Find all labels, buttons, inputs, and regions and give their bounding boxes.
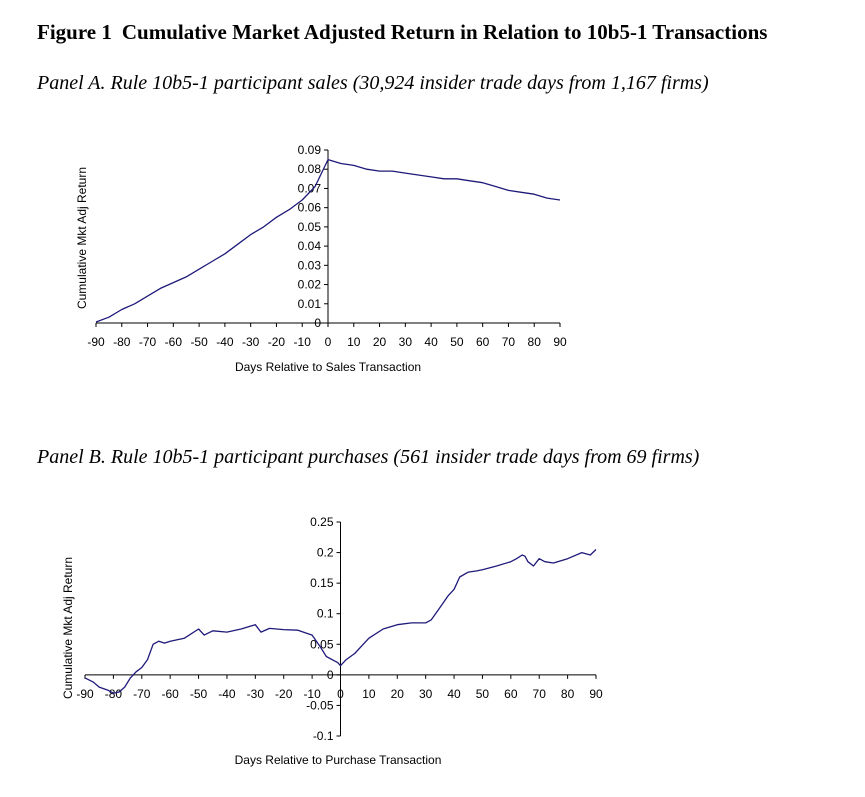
panel-a-y-tick-label: 0.04 bbox=[298, 239, 322, 253]
panel-a-x-tick-label: -10 bbox=[294, 335, 312, 349]
panel-a-x-tick-label: 40 bbox=[424, 335, 438, 349]
panel-a-x-tick-label: 80 bbox=[528, 335, 542, 349]
panel-a-x-tick-label: -40 bbox=[216, 335, 234, 349]
panel-b-x-tick-label: 40 bbox=[447, 687, 461, 701]
panel-b-x-tick-label: 80 bbox=[561, 687, 575, 701]
panel-a-y-tick-label: 0.01 bbox=[298, 297, 322, 311]
panel-b-x-tick-label: -90 bbox=[76, 687, 94, 701]
panel-a-x-tick-label: -70 bbox=[139, 335, 157, 349]
panel-a-x-tick-label: -60 bbox=[165, 335, 183, 349]
panel-a-x-tick-label: 10 bbox=[347, 335, 361, 349]
panel-b-x-tick-label: -70 bbox=[133, 687, 151, 701]
panel-a-x-tick-label: 70 bbox=[502, 335, 516, 349]
panel-b-y-tick-label: 0.1 bbox=[317, 607, 334, 621]
panel-b-x-tick-label: 10 bbox=[362, 687, 376, 701]
panel-b-x-tick-label: -60 bbox=[161, 687, 179, 701]
panel-b-y-tick-label: 0.15 bbox=[310, 576, 334, 590]
panel-b-x-tick-label: 90 bbox=[589, 687, 603, 701]
panel-a-x-tick-label: -90 bbox=[87, 335, 105, 349]
panel-a-x-tick-label: 50 bbox=[450, 335, 464, 349]
panel-b-y-tick-label: 0.2 bbox=[317, 546, 334, 560]
panel-b-x-tick-label: 70 bbox=[533, 687, 547, 701]
panel-b-x-tick-label: -20 bbox=[275, 687, 293, 701]
panel-b-x-tick-label: 30 bbox=[419, 687, 433, 701]
panel-b-title: Panel B. Rule 10b5-1 participant purchas… bbox=[37, 446, 700, 468]
panel-a-x-tick-label: 0 bbox=[325, 335, 332, 349]
panel-a-y-axis-title: Cumulative Mkt Adj Return bbox=[75, 167, 89, 309]
panel-a-y-tick-label: 0.06 bbox=[298, 201, 322, 215]
panel-a-x-tick-label: -80 bbox=[113, 335, 131, 349]
figure-title-text: Cumulative Market Adjusted Return in Rel… bbox=[121, 20, 768, 44]
panel-b-x-tick-label: -30 bbox=[247, 687, 265, 701]
panel-b-x-tick-label: 0 bbox=[337, 687, 344, 701]
panel-a-x-tick-label: 20 bbox=[373, 335, 387, 349]
panel-b-x-axis-title: Days Relative to Purchase Transaction bbox=[235, 753, 442, 767]
panel-a-x-tick-label: 60 bbox=[476, 335, 490, 349]
panel-b-x-tick-label: 50 bbox=[476, 687, 490, 701]
panel-b-x-tick-label: 60 bbox=[504, 687, 518, 701]
panel-b-x-tick-label: -80 bbox=[105, 687, 123, 701]
panel-a-y-tick-label: 0.05 bbox=[298, 220, 322, 234]
figure-title: Figure 1 Cumulative Market Adjusted Retur… bbox=[37, 20, 767, 45]
panel-a-x-tick-label: 30 bbox=[399, 335, 413, 349]
panel-a-title: Panel A. Rule 10b5-1 participant sales (… bbox=[37, 72, 709, 94]
panel-a-x-axis-title: Days Relative to Sales Transaction bbox=[235, 360, 421, 374]
panel-a-x-tick-label: -20 bbox=[268, 335, 286, 349]
panel-a-y-tick-label: 0.02 bbox=[298, 278, 322, 292]
panel-b-series-line bbox=[84, 549, 597, 694]
panel-a-x-tick-label: -30 bbox=[242, 335, 260, 349]
panel-b-x-tick-label: -10 bbox=[303, 687, 321, 701]
panel-b-x-tick-label: -50 bbox=[190, 687, 208, 701]
panel-a-y-tick-label: 0.03 bbox=[298, 258, 322, 272]
panel-b-x-tick-label: 20 bbox=[391, 687, 405, 701]
panel-b-y-tick-label: 0.25 bbox=[310, 515, 334, 529]
figure-number: Figure 1 bbox=[37, 20, 112, 44]
panel-b-y-axis-title: Cumulative Mkt Adj Return bbox=[61, 557, 75, 699]
panel-a-y-tick-label: 0.07 bbox=[298, 181, 322, 195]
panel-b-y-tick-label: -0.1 bbox=[313, 729, 334, 743]
panel-b-y-tick-label: -0.05 bbox=[306, 698, 334, 712]
panel-a-x-tick-label: -50 bbox=[190, 335, 208, 349]
panel-a-y-tick-label: 0.09 bbox=[298, 143, 322, 157]
panel-b-y-tick-label: 0 bbox=[327, 668, 334, 682]
panel-a-y-tick-label: 0.08 bbox=[298, 162, 322, 176]
panel-a-y-tick-label: 0 bbox=[314, 316, 321, 330]
panel-a-series-line bbox=[95, 158, 561, 323]
panel-a-chart: 0 0.01 0.02 0.03 0.04 0.05 0.06 0.07 0.08 0.09 -90… bbox=[75, 143, 567, 374]
panel-b-x-tick-label: -40 bbox=[218, 687, 236, 701]
panel-a-x-tick-label: 90 bbox=[553, 335, 567, 349]
